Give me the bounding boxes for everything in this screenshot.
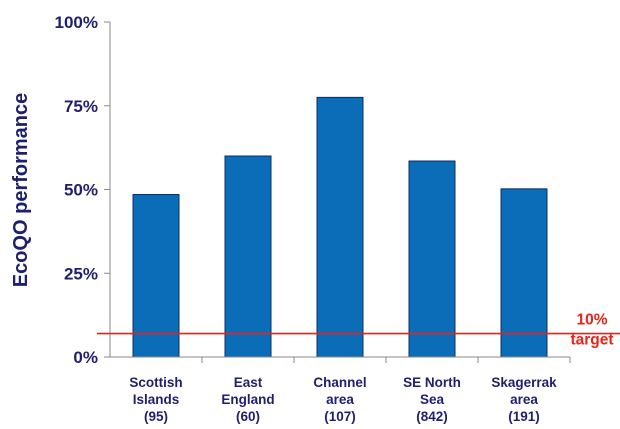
x-tick-label-line: area [510, 392, 538, 407]
y-tick-label: 25% [64, 264, 98, 283]
y-tick-label: 0% [73, 348, 98, 367]
x-tick-label: SE North Sea (842) [403, 375, 461, 424]
target-label-line: 10% [576, 312, 607, 329]
x-tick-label-line: (842) [416, 409, 448, 424]
x-tick-label: Skagerrak area (191) [491, 375, 557, 424]
x-tick-label-line: SE North [403, 375, 461, 390]
bar [408, 160, 456, 358]
x-tick-label-line: Scottish [129, 375, 182, 390]
y-tick-label: 50% [64, 181, 98, 200]
x-tick-label-line: Skagerrak [491, 375, 557, 390]
y-tick-labels: 0% 25% 50% 75% 100% [55, 13, 98, 367]
x-tick-label-line: Islands [133, 392, 180, 407]
bar [132, 194, 180, 358]
target-label: 10% target [570, 312, 613, 349]
x-tick-label-line: (95) [144, 409, 168, 424]
x-tick-labels: Scottish Islands (95) East England (60) Channe… [129, 375, 557, 424]
bar [316, 96, 364, 358]
y-axis-label: EcoQO performance [10, 93, 32, 288]
x-tick-label-line: Sea [420, 392, 445, 407]
bar [500, 188, 548, 358]
bar [224, 155, 272, 358]
x-tick-label-line: (107) [324, 409, 356, 424]
x-tick-label: Channel area (107) [313, 375, 366, 424]
x-tick-label: East England (60) [221, 375, 274, 424]
x-tick-label-line: (60) [236, 409, 260, 424]
y-tick-label: 75% [64, 97, 98, 116]
target: 10% target [97, 312, 620, 349]
y-tick-label: 100% [55, 13, 98, 32]
x-tick-label-line: East [234, 375, 263, 390]
x-tick-label-line: (191) [508, 409, 540, 424]
x-tick-label-line: area [326, 392, 354, 407]
x-tick-label-line: England [221, 392, 274, 407]
x-tick-label-line: Channel [313, 375, 366, 390]
bars [132, 96, 548, 358]
x-tick-label: Scottish Islands (95) [129, 375, 182, 424]
target-label-line: target [570, 332, 613, 349]
axes [104, 21, 571, 363]
